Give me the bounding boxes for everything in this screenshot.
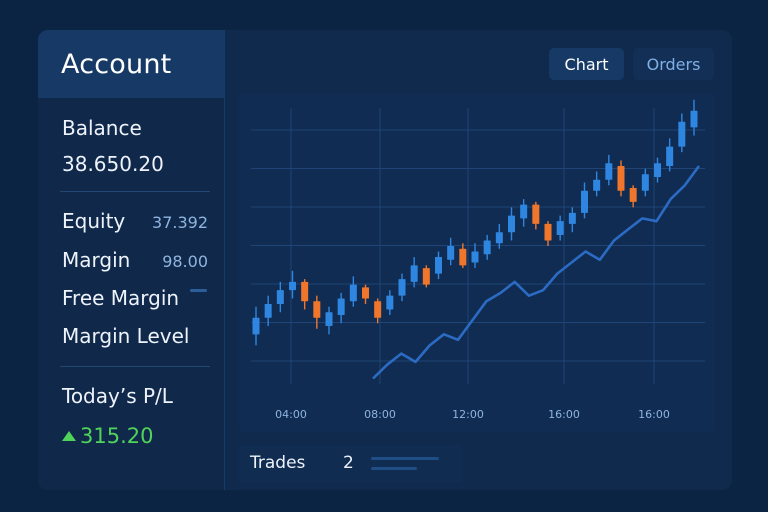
candle-body bbox=[483, 240, 491, 255]
x-tick-label: 08:00 bbox=[364, 408, 396, 421]
candle-body bbox=[435, 257, 442, 274]
sidebar-divider bbox=[60, 366, 210, 367]
candle-body bbox=[617, 165, 625, 191]
candle-body bbox=[422, 268, 430, 285]
candle-body bbox=[301, 281, 309, 302]
candle-body bbox=[593, 179, 601, 191]
candle-body bbox=[362, 287, 369, 299]
candle-body bbox=[398, 279, 406, 296]
candle-body bbox=[386, 295, 394, 310]
candle-body bbox=[349, 284, 357, 302]
candle-body bbox=[678, 121, 686, 147]
candle-body bbox=[568, 212, 576, 224]
triangle-up-icon bbox=[62, 431, 76, 441]
candle-body bbox=[459, 248, 467, 266]
free-margin-placeholder bbox=[190, 289, 207, 292]
sidebar-title: Account bbox=[38, 30, 224, 98]
candle-body bbox=[325, 312, 333, 327]
sidebar-divider bbox=[60, 191, 210, 192]
equity-value: 37.392 bbox=[152, 213, 208, 232]
trades-indicator-line bbox=[371, 467, 417, 470]
price-chart-panel: 04:00 08:00 12:00 16:00 16:00 bbox=[239, 94, 715, 432]
candle-body bbox=[276, 290, 284, 304]
candle-body bbox=[556, 221, 564, 235]
balance-value: 38.650.20 bbox=[62, 152, 164, 176]
pl-label: Today’s P/L bbox=[62, 384, 173, 408]
candle-body bbox=[374, 301, 382, 318]
candle-body bbox=[495, 232, 503, 244]
pl-value-row: 315.20 bbox=[62, 424, 153, 448]
candle-body bbox=[313, 301, 321, 318]
candle-body bbox=[252, 317, 260, 335]
trading-window: Account Balance 38.650.20 Equity 37.392 … bbox=[38, 30, 732, 490]
candle-body bbox=[337, 298, 345, 315]
trades-bar[interactable]: Trades 2 bbox=[239, 445, 463, 482]
candle-body bbox=[447, 246, 455, 260]
account-sidebar: Account Balance 38.650.20 Equity 37.392 … bbox=[38, 30, 225, 490]
tab-chart[interactable]: Chart bbox=[549, 48, 624, 80]
margin-value: 98.00 bbox=[162, 252, 208, 271]
candle-body bbox=[581, 190, 588, 213]
equity-line bbox=[372, 165, 701, 380]
candle-body bbox=[532, 204, 540, 224]
candle-body bbox=[641, 174, 649, 191]
candle-body bbox=[666, 146, 674, 166]
balance-label: Balance bbox=[62, 116, 142, 140]
equity-label: Equity bbox=[62, 209, 126, 233]
candle-body bbox=[264, 303, 272, 318]
margin-level-label: Margin Level bbox=[62, 324, 190, 348]
candle-body bbox=[629, 188, 637, 202]
x-tick-label: 16:00 bbox=[638, 408, 670, 421]
candlestick-chart: 04:00 08:00 12:00 16:00 16:00 bbox=[251, 99, 705, 421]
pl-value: 315.20 bbox=[80, 424, 154, 448]
free-margin-label: Free Margin bbox=[62, 286, 180, 310]
candle-body bbox=[544, 223, 552, 241]
candle-body bbox=[471, 251, 479, 263]
margin-label: Margin bbox=[62, 248, 131, 272]
tab-orders[interactable]: Orders bbox=[633, 48, 714, 80]
candle-body bbox=[690, 110, 698, 128]
trades-count: 2 bbox=[343, 453, 354, 473]
candle-body bbox=[654, 163, 661, 177]
candle-body bbox=[289, 281, 296, 291]
candle-body bbox=[410, 265, 418, 282]
candle-body bbox=[605, 163, 613, 180]
x-tick-label: 16:00 bbox=[548, 408, 580, 421]
x-tick-label: 12:00 bbox=[452, 408, 484, 421]
candle-body bbox=[520, 204, 528, 219]
candle-body bbox=[508, 215, 515, 233]
trades-indicator-line bbox=[371, 457, 439, 460]
x-tick-label: 04:00 bbox=[275, 408, 307, 421]
trades-label: Trades bbox=[250, 453, 306, 473]
